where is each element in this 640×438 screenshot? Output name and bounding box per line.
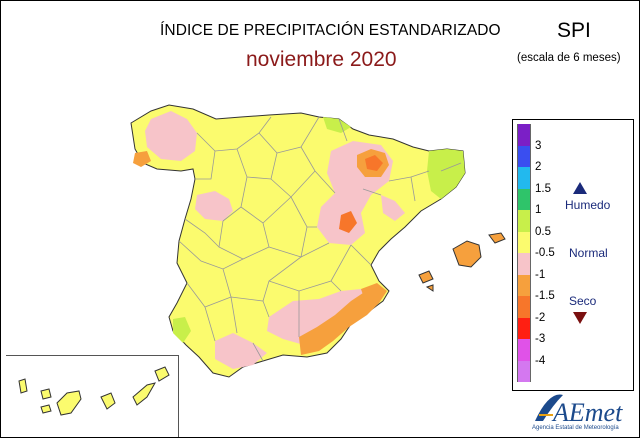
island-ibiza — [418, 270, 434, 284]
legend-class-box — [517, 231, 531, 253]
legend-class-box — [517, 339, 531, 361]
legend-tick-label: -1.5 — [535, 290, 555, 302]
aemet-logo: AEmet — [535, 394, 623, 427]
legend-class-box — [517, 253, 531, 275]
legend-class-box — [517, 274, 531, 296]
dry-arrow-shape — [573, 312, 587, 324]
province-borders — [178, 116, 462, 362]
legend-class-box — [517, 317, 531, 339]
dry-zone-south — [215, 333, 267, 369]
island-lanzarote — [154, 366, 170, 382]
legend-class-box — [517, 296, 531, 318]
island-la-palma — [18, 378, 28, 394]
island-mallorca — [452, 240, 482, 268]
dry-zone-galicia-coast — [133, 151, 151, 167]
dry-zone-north-center — [195, 191, 233, 221]
dry-zone-navarra-core — [365, 155, 383, 171]
humid-arrow-icon — [573, 182, 587, 194]
legend-dry-label: Seco — [569, 294, 597, 308]
legend-class-box — [517, 210, 531, 232]
legend-class-box — [517, 145, 531, 167]
legend-class-box — [517, 188, 531, 210]
legend-class-box — [517, 360, 531, 382]
legend-tick-label: -0.5 — [535, 247, 555, 259]
island-el-hierro — [40, 404, 52, 414]
map-subtitle-month: noviembre 2020 — [246, 48, 397, 71]
dry-zone-south-east — [267, 289, 373, 347]
legend-class-box — [517, 167, 531, 189]
logo-subtext: Agencia Estatal de Meteorología — [532, 425, 619, 431]
island-formentera — [425, 284, 434, 292]
humid-arrow-shape — [573, 182, 587, 194]
legend-class-box — [517, 124, 531, 146]
island-tenerife — [56, 390, 82, 416]
dry-zone-alicante — [361, 283, 387, 303]
index-label: SPI — [557, 19, 591, 42]
dry-zone-galicia — [145, 111, 197, 161]
dry-zone-valencia — [381, 195, 405, 221]
island-gran-canaria — [100, 392, 116, 410]
legend-tick-label: 2 — [535, 161, 542, 173]
legend-tick-label: 3 — [535, 139, 542, 152]
dry-zone-murcia — [299, 293, 379, 355]
legend-tick-label: -2 — [535, 311, 546, 324]
island-fuerteventura — [132, 382, 157, 406]
legend-normal-label: Normal — [569, 246, 608, 260]
dry-zone-teruel — [339, 211, 357, 233]
legend-tick-label: 1 — [535, 204, 542, 216]
wet-zone-huelva — [173, 317, 191, 343]
canary-islands-inset-frame — [6, 355, 179, 437]
legend-tick-label: -4 — [535, 354, 546, 367]
legend-tick-label: -3 — [535, 333, 546, 345]
scale-note: (escala de 6 meses) — [517, 52, 621, 64]
legend-tick-label: 0.5 — [535, 225, 551, 238]
legend: 3 2 1.5 1 0.5 -0.5 -1 -1.5 -2 -3 -4 Humedo Normal … — [512, 119, 634, 391]
logo-text: AEmet — [551, 398, 623, 427]
legend-humid-label: Humedo — [565, 198, 611, 212]
dry-arrow-icon — [573, 312, 587, 324]
legend-tick-label: 1.5 — [535, 182, 551, 195]
legend-tick-label: -1 — [535, 268, 546, 281]
map-title: ÍNDICE DE PRECIPITACIÓN ESTANDARIZADO — [160, 22, 501, 39]
island-la-gomera — [40, 388, 52, 400]
island-menorca — [488, 232, 506, 244]
wet-zone-catalonia — [427, 149, 465, 199]
wet-zone-basque — [323, 117, 351, 133]
